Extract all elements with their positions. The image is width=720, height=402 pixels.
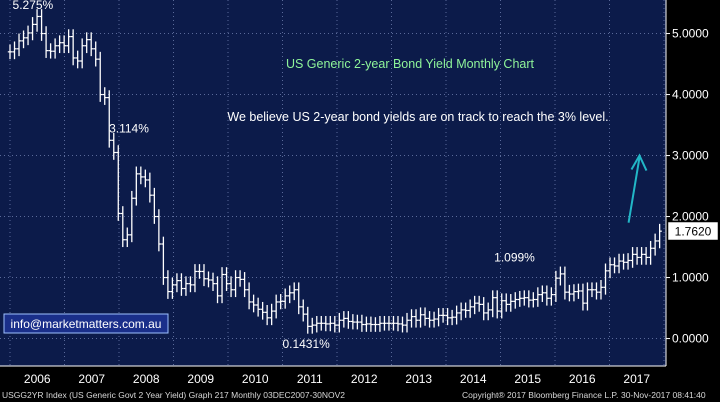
annotation-label: 1.099%: [494, 251, 535, 265]
x-tick-label: 2013: [405, 372, 432, 386]
x-tick-label: 2007: [78, 372, 105, 386]
y-tick-label: 4.0000: [672, 88, 709, 102]
annotation-label: 5.275%: [13, 0, 54, 12]
x-tick-label: 2016: [569, 372, 596, 386]
y-tick-label: 2.0000: [672, 210, 709, 224]
up-arrow-head-icon: [630, 153, 648, 171]
x-tick-label: 2008: [133, 372, 160, 386]
footer-copyright: Copyright® 2017 Bloomberg Finance L.P.: [462, 390, 619, 400]
y-tick-label: 0.0000: [672, 332, 709, 346]
x-tick-label: 2010: [242, 372, 269, 386]
annotation-label: 3.114%: [109, 122, 149, 136]
chart-title: US Generic 2-year Bond Yield Monthly Cha…: [286, 57, 535, 71]
x-tick-label: 2009: [187, 372, 214, 386]
x-tick-label: 2017: [623, 372, 650, 386]
grid-lines: [0, 0, 666, 366]
email-box[interactable]: info@marketmatters.com.au: [3, 313, 169, 334]
y-tick-label: 5.0000: [672, 27, 709, 41]
footer-bar: USGG2YR Index (US Generic Govt 2 Year Yi…: [0, 388, 720, 402]
last-value-marker: 1.7620: [667, 221, 719, 241]
x-tick-label: 2014: [460, 372, 487, 386]
up-arrow-shaft: [627, 157, 641, 223]
y-tick-label: 3.0000: [672, 149, 709, 163]
y-axis: 0.0000 1.0000 2.0000 3.0000 4.0000 5.0000: [665, 0, 709, 366]
x-tick-label: 2006: [24, 372, 51, 386]
x-tick-label: 2015: [514, 372, 541, 386]
x-axis: 2006 2007 2008 2009 2010 2011 2012 2013 2014 2015…: [0, 365, 666, 386]
email-text: info@marketmatters.com.au: [11, 317, 162, 331]
footer-timestamp: 30-Nov-2017 08:41:40: [621, 390, 706, 400]
x-tick-label: 2012: [351, 372, 378, 386]
yield-series: [7, 9, 662, 334]
annotations: 5.275% 3.114% 0.1431% 1.099%: [13, 0, 648, 351]
last-value-label: 1.7620: [675, 225, 712, 239]
footer-index-text: USGG2YR Index (US Generic Govt 2 Year Yi…: [2, 390, 346, 400]
chart-subtitle: We believe US 2-year bond yields are on …: [227, 110, 608, 124]
x-tick-label: 2011: [297, 372, 323, 386]
annotation-label: 0.1431%: [282, 337, 330, 351]
y-tick-label: 1.0000: [672, 271, 709, 285]
